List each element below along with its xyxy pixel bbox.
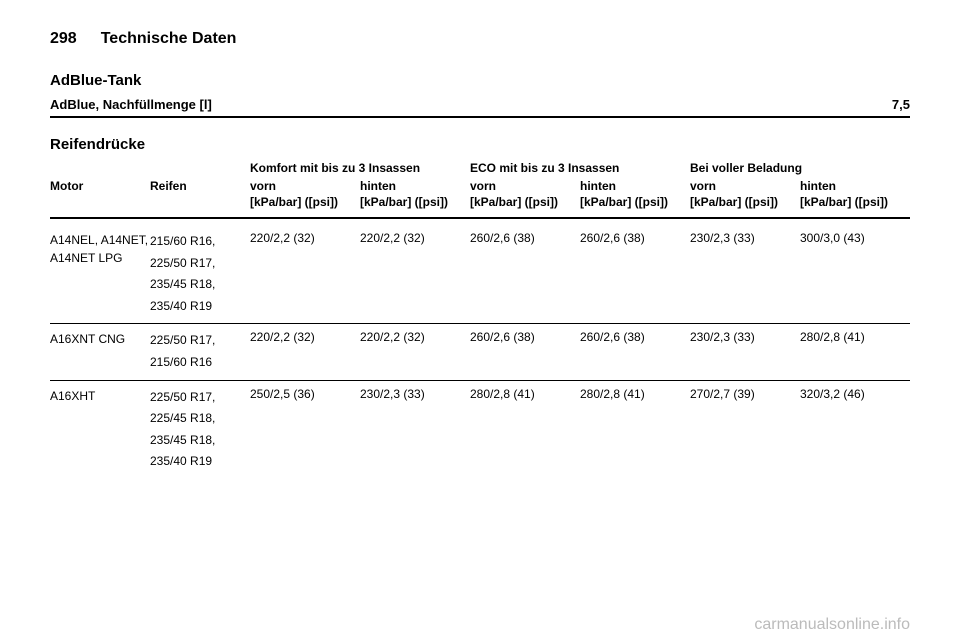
pressure-value: 260/2,6 (38) [580,330,690,373]
col-reifen-header: Reifen [150,179,250,193]
pressure-value: 260/2,6 (38) [470,231,580,317]
col-hinten: hinten [800,179,910,193]
col-motor-header: Motor [50,179,150,193]
tire-pressure-section: Reifendrücke Komfort mit bis zu 3 Insass… [50,136,910,479]
tire-table: Komfort mit bis zu 3 Insassen ECO mit bi… [50,161,910,479]
group-eco: ECO mit bis zu 3 Insassen [470,161,690,175]
unit-label: [kPa/bar] ([psi]) [690,193,800,211]
pressure-value: 230/2,3 (33) [690,330,800,373]
adblue-label: AdBlue, Nachfüllmenge [l] [50,97,212,112]
pressure-value: 220/2,2 (32) [360,330,470,373]
reifen-cell: 215/60 R16,225/50 R17,235/45 R18,235/40 … [150,231,250,317]
pressure-value: 300/3,0 (43) [800,231,910,317]
table-row: A16XNT CNG225/50 R17,215/60 R16220/2,2 (… [50,324,910,380]
pressure-value: 280/2,8 (41) [470,387,580,473]
unit-label: [kPa/bar] ([psi]) [470,193,580,211]
page-number: 298 [50,30,77,48]
pressure-value: 270/2,7 (39) [690,387,800,473]
col-vorn: vorn [690,179,800,193]
unit-label: [kPa/bar] ([psi]) [360,193,470,211]
pressure-value: 260/2,6 (38) [470,330,580,373]
pressure-value: 250/2,5 (36) [250,387,360,473]
col-vorn: vorn [470,179,580,193]
table-row: A14NEL, A14NET, A14NET LPG215/60 R16,225… [50,225,910,324]
pressure-value: 230/2,3 (33) [690,231,800,317]
reifen-cell: 225/50 R17,225/45 R18,235/45 R18,235/40 … [150,387,250,473]
pressure-value: 220/2,2 (32) [250,231,360,317]
chapter-title: Technische Daten [101,30,237,48]
watermark: carmanualsonline.info [754,616,910,634]
col-hinten: hinten [360,179,470,193]
table-row: A16XHT225/50 R17,225/45 R18,235/45 R18,2… [50,381,910,479]
unit-label: [kPa/bar] ([psi]) [580,193,690,211]
tire-title: Reifendrücke [50,136,910,153]
motor-cell: A16XNT CNG [50,330,150,373]
pressure-value: 280/2,8 (41) [580,387,690,473]
motor-cell: A14NEL, A14NET, A14NET LPG [50,231,150,317]
pressure-value: 230/2,3 (33) [360,387,470,473]
pressure-value: 280/2,8 (41) [800,330,910,373]
group-beladung: Bei voller Beladung [690,161,910,175]
adblue-title: AdBlue-Tank [50,72,910,89]
col-vorn: vorn [250,179,360,193]
reifen-cell: 225/50 R17,215/60 R16 [150,330,250,373]
motor-cell: A16XHT [50,387,150,473]
unit-label: [kPa/bar] ([psi]) [800,193,910,211]
pressure-value: 220/2,2 (32) [360,231,470,317]
pressure-value: 220/2,2 (32) [250,330,360,373]
page-header: 298 Technische Daten [50,30,910,48]
adblue-value: 7,5 [892,97,910,112]
pressure-value: 320/3,2 (46) [800,387,910,473]
pressure-value: 260/2,6 (38) [580,231,690,317]
group-komfort: Komfort mit bis zu 3 Insassen [250,161,470,175]
col-hinten: hinten [580,179,690,193]
adblue-section: AdBlue-Tank AdBlue, Nachfüllmenge [l] 7,… [50,72,910,118]
unit-label: [kPa/bar] ([psi]) [250,193,360,211]
